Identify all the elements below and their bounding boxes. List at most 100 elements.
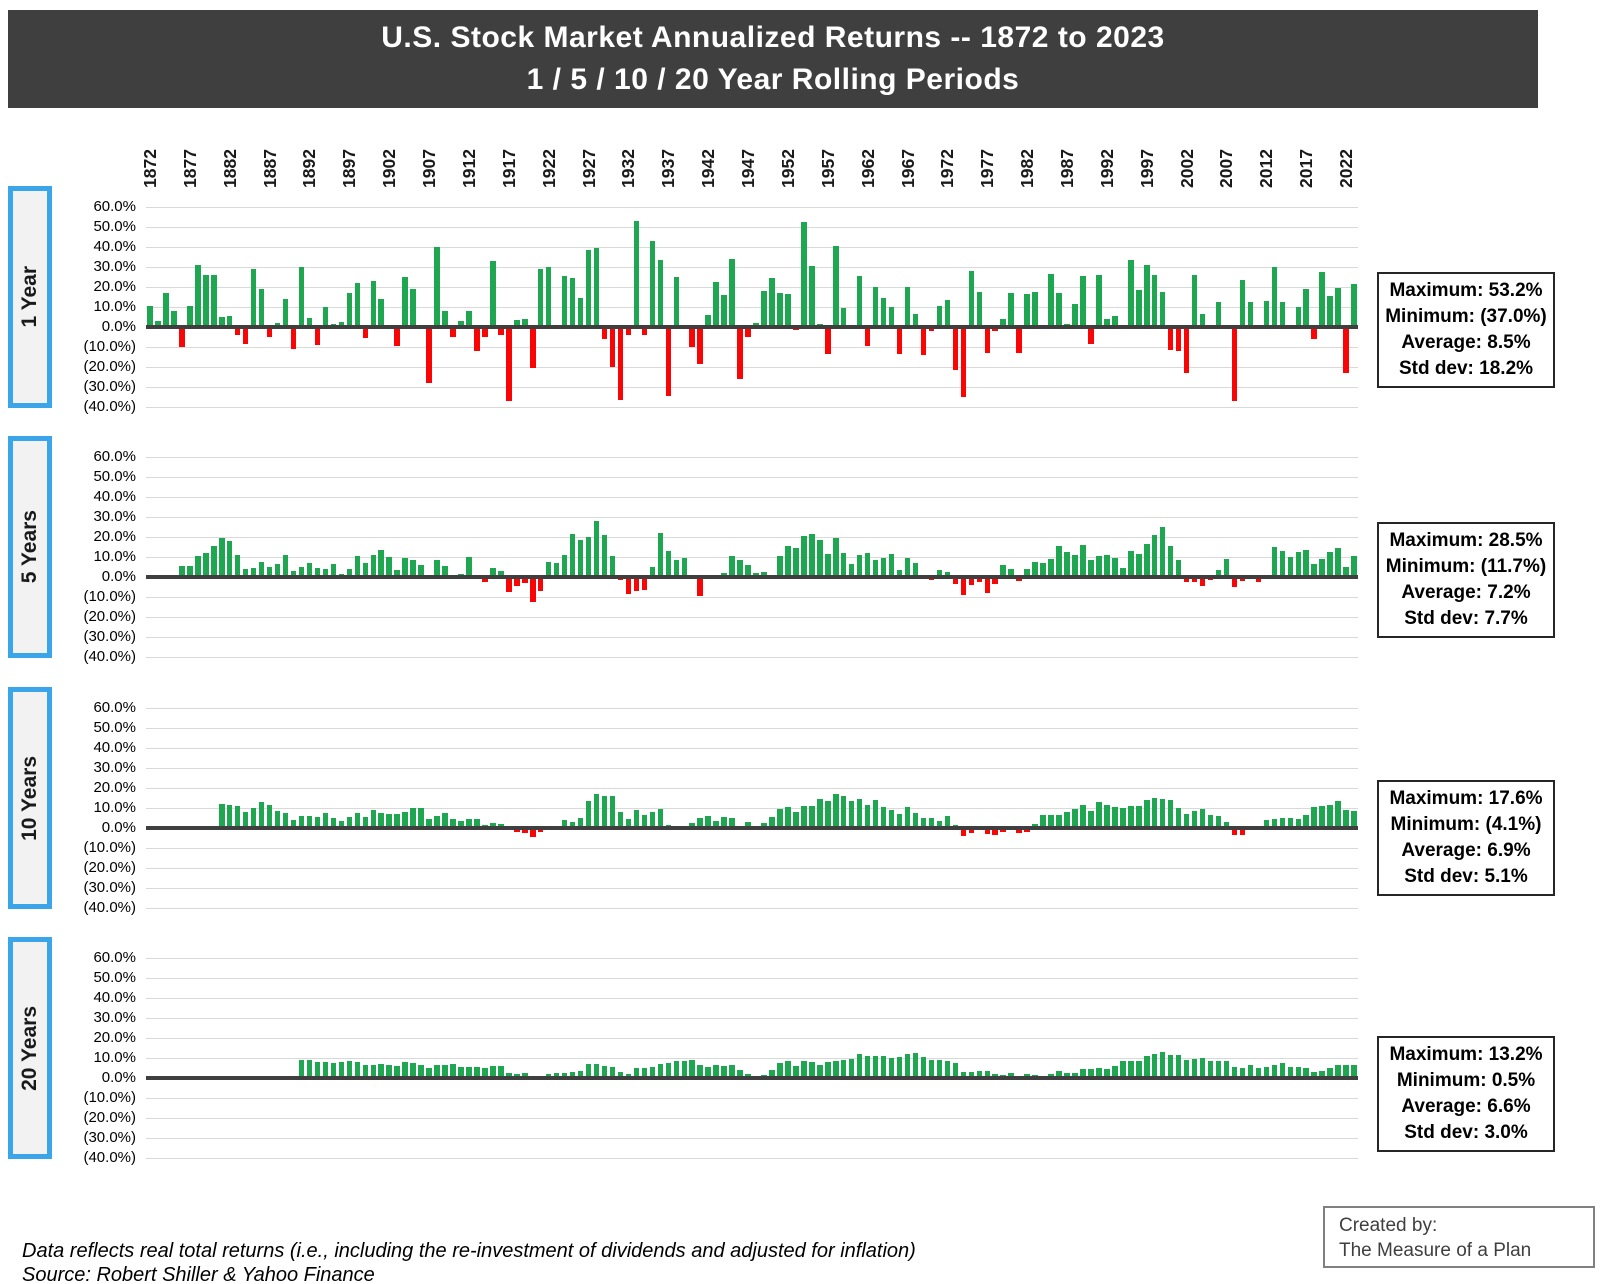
y-axis-tick-label: 10.0% (93, 1049, 136, 1066)
bar-2000 (1167, 1055, 1174, 1078)
bar-1975 (968, 271, 975, 327)
bar-1895 (330, 1063, 337, 1078)
bar-1915 (490, 261, 496, 327)
bar-1910 (450, 1064, 456, 1078)
y-axis-tick-label: 20.0% (93, 1029, 136, 1046)
panel-label-1-year: 1 Year (18, 266, 41, 328)
gridline (146, 347, 1358, 348)
bar-1894 (322, 569, 329, 577)
bar-1954 (801, 805, 807, 828)
bar-1985 (1048, 274, 1054, 327)
bar-1966 (896, 327, 903, 354)
bar-2017 (1303, 289, 1309, 327)
y-axis-tick-label: (20.0%) (83, 1109, 136, 1126)
bar-1884 (242, 568, 249, 577)
bar-1964 (880, 558, 887, 577)
gridline (146, 1018, 1358, 1019)
panel-label-10-years: 10 Years (18, 755, 41, 841)
bar-1963 (872, 560, 879, 577)
bar-1975 (968, 1072, 975, 1078)
bar-2006 (1215, 302, 1222, 327)
bar-2013 (1271, 267, 1278, 327)
bar-1982 (1024, 828, 1030, 833)
bar-1895 (330, 818, 337, 828)
bar-1968 (912, 812, 919, 828)
gridline (146, 517, 1358, 518)
bar-1961 (856, 555, 863, 577)
bar-1914 (482, 1068, 488, 1078)
bar-2001 (1175, 559, 1182, 577)
bar-1962 (864, 327, 871, 346)
bar-1947 (745, 564, 751, 577)
bar-2016 (1295, 1067, 1301, 1078)
bar-2007 (1223, 558, 1230, 577)
bar-1925 (569, 821, 576, 828)
bar-1942 (705, 815, 711, 828)
bar-1957 (825, 1062, 831, 1078)
bar-1981 (1016, 828, 1022, 833)
zero-axis-line (146, 826, 1358, 830)
bar-1910 (450, 818, 456, 828)
bar-2007 (1223, 1061, 1230, 1078)
bar-2023 (1351, 1065, 1357, 1078)
bar-2004 (1199, 809, 1206, 828)
bar-1899 (362, 327, 369, 338)
bar-1894 (322, 307, 329, 327)
gridline (146, 477, 1358, 478)
bar-2002 (1183, 577, 1190, 582)
bar-1927 (585, 250, 592, 327)
bar-2006 (1215, 1061, 1222, 1078)
bar-1998 (1151, 797, 1158, 828)
bar-1969 (920, 327, 927, 355)
bar-1950 (769, 816, 775, 828)
bar-1978 (992, 327, 998, 331)
stat-average: Average: 7.2% (1401, 582, 1531, 603)
bar-1997 (1144, 265, 1150, 327)
x-axis-year-label: 1942 (698, 149, 719, 188)
bar-1889 (282, 299, 289, 327)
bar-1956 (817, 1065, 823, 1078)
bar-1989 (1080, 276, 1086, 327)
bar-1995 (1128, 551, 1134, 577)
bar-1939 (681, 557, 687, 577)
bar-1912 (466, 1066, 472, 1078)
bar-1928 (593, 520, 600, 577)
bar-1912 (466, 311, 472, 327)
bar-1897 (346, 293, 353, 327)
bar-1882 (226, 804, 233, 828)
bar-1990 (1088, 1069, 1094, 1078)
bar-1941 (697, 1065, 703, 1078)
x-axis-year-label: 2022 (1336, 149, 1357, 188)
bar-2015 (1287, 556, 1294, 577)
bar-1921 (537, 828, 544, 833)
bar-1931 (617, 1072, 624, 1078)
zero-axis-line (146, 325, 1358, 329)
bar-1892 (306, 1060, 313, 1078)
stats-box-10-years: Maximum: 17.6% Minimum: (4.1%) Average: … (1377, 780, 1555, 896)
bar-2021 (1335, 1064, 1341, 1078)
gridline (146, 227, 1358, 228)
bar-2017 (1303, 815, 1309, 828)
bar-1956 (817, 540, 823, 577)
bar-1899 (362, 817, 369, 828)
stats-box-5-years: Maximum: 28.5% Minimum: (11.7%) Average:… (1377, 522, 1555, 638)
bar-1936 (657, 1063, 664, 1078)
panel-label-box-1-year: 1 Year (8, 186, 52, 408)
bar-2003 (1191, 810, 1198, 828)
bar-1953 (793, 811, 799, 828)
bar-1925 (569, 278, 576, 327)
bar-2013 (1271, 818, 1278, 828)
title-banner: U.S. Stock Market Annualized Returns -- … (8, 10, 1538, 108)
y-axis-tick-label: 50.0% (93, 468, 136, 485)
bar-1924 (561, 276, 568, 327)
bar-1898 (354, 556, 361, 577)
bar-1993 (1112, 807, 1118, 828)
stat-maximum: Maximum: 17.6% (1389, 788, 1543, 809)
x-axis-year-label: 1892 (299, 149, 320, 188)
bar-1905 (410, 808, 416, 828)
x-axis-year-label: 1912 (458, 149, 479, 188)
gridline (146, 597, 1358, 598)
bar-1971 (936, 306, 943, 327)
bar-1972 (944, 572, 951, 577)
bar-1951 (777, 808, 783, 828)
